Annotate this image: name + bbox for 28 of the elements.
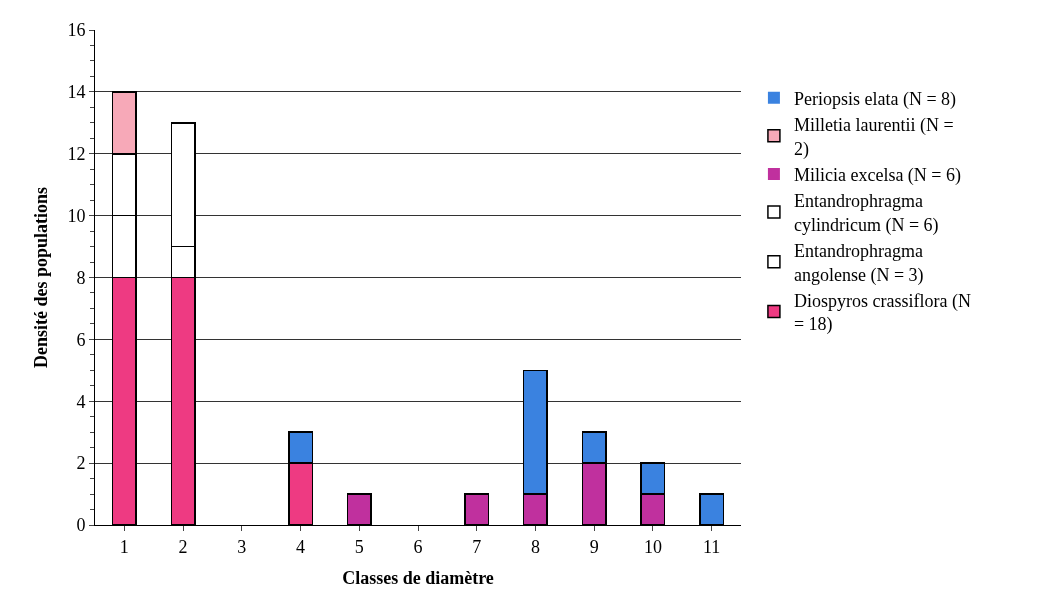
legend-label: Milicia excelsa (N = 6)	[793, 164, 962, 186]
x-tick-label: 9	[589, 536, 599, 557]
y-tick-label: 10	[67, 205, 86, 226]
y-tick-label: 6	[76, 329, 86, 350]
y-tick-label: 12	[67, 144, 86, 165]
y-tick-label: 8	[76, 267, 86, 288]
x-tick-label: 4	[296, 536, 306, 557]
y-tick-label: 2	[76, 453, 86, 474]
legend-label: Entandrophragma cylindricum (N = 6)	[793, 191, 939, 236]
y-axis-title: Densité des populations	[30, 186, 51, 369]
x-tick-label: 3	[237, 536, 247, 557]
legend-label: Entandrophragma angolense (N = 3)	[793, 241, 924, 286]
x-tick-label: 1	[119, 536, 129, 557]
legend-label: Diospyros crassiflora (N = 18)	[793, 290, 971, 336]
y-tick-label: 4	[76, 391, 86, 412]
x-tick-label: 11	[702, 536, 721, 557]
x-axis-title: Classes de diamètre	[342, 567, 494, 588]
legend-label: Periopsis elata (N = 8)	[793, 88, 957, 110]
legend-label: Milletia laurentii (N = 2)	[793, 115, 954, 160]
x-tick-label: 2	[178, 536, 188, 557]
x-tick-label: 6	[413, 536, 423, 557]
y-tick-label: 16	[67, 20, 86, 41]
x-tick-label: 10	[643, 536, 662, 557]
y-tick-label: 14	[67, 82, 86, 103]
y-tick-label: 0	[76, 515, 86, 536]
x-tick-label: 7	[472, 536, 482, 557]
x-tick-label: 5	[354, 536, 364, 557]
x-tick-label: 8	[530, 536, 540, 557]
